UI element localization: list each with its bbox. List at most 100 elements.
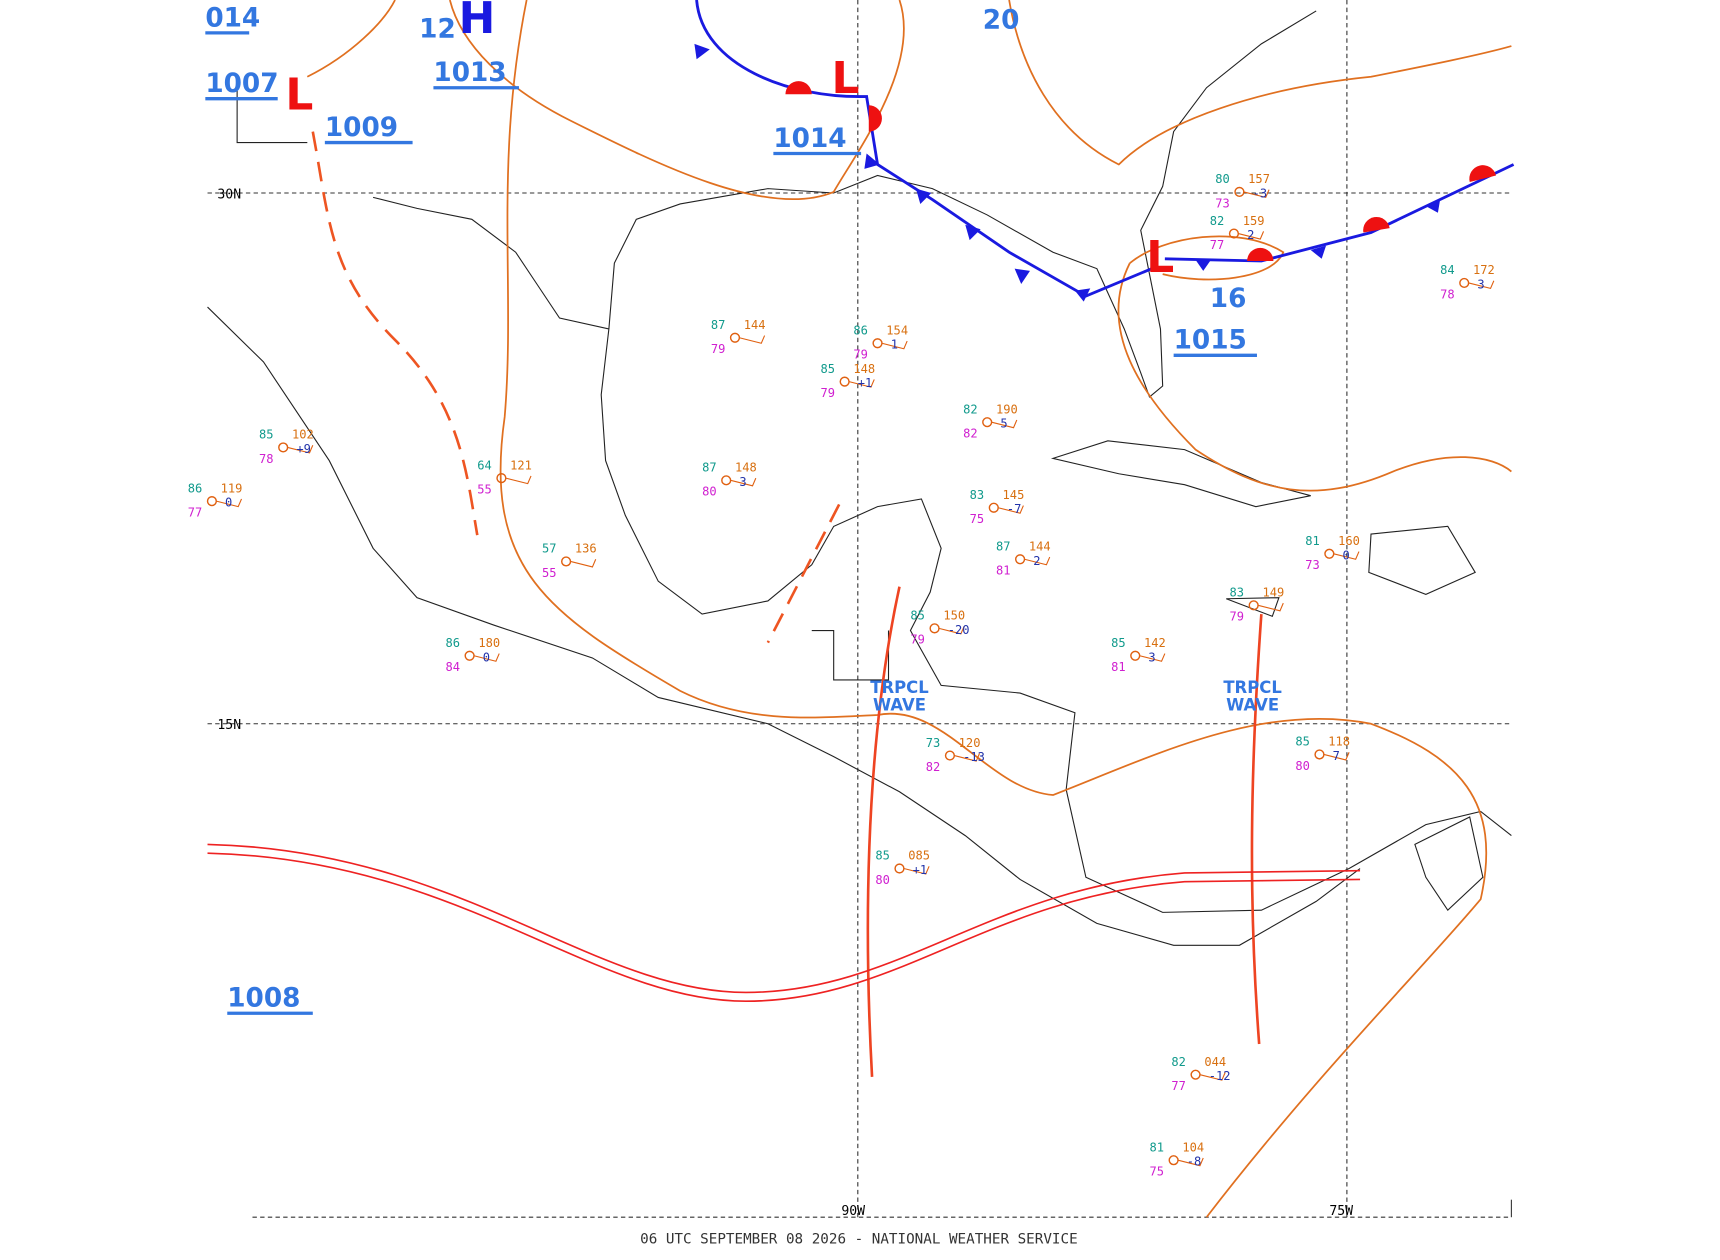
wind-barb (1257, 602, 1284, 612)
station-temp: 85 (1295, 735, 1310, 749)
trough (766, 503, 841, 644)
station-temp: 82 (1210, 214, 1225, 228)
station-temp: 80 (1215, 172, 1230, 186)
wind-barb (287, 445, 314, 454)
station-temp: 57 (542, 542, 557, 556)
station-dewpoint: 75 (1150, 1165, 1165, 1179)
wind-barb (1333, 551, 1360, 560)
pressure-label: 12 (419, 14, 456, 44)
station-temp: 85 (1111, 636, 1126, 650)
station-dewpoint: 80 (1295, 759, 1310, 773)
station: 82 159 77 2 (1210, 214, 1265, 252)
station-pressure: 157 (1248, 172, 1270, 186)
wind-barb (570, 559, 597, 568)
station-tendency: 7 (1333, 749, 1340, 763)
isobar (1129, 235, 1285, 281)
station-pressure: 159 (1243, 214, 1265, 228)
station-temp: 85 (910, 609, 925, 623)
station: 85 118 80 7 (1295, 735, 1350, 773)
pressure-label: 16 (1210, 284, 1247, 314)
station-pressure: 044 (1204, 1055, 1226, 1069)
lon-label: 90W (841, 1204, 865, 1219)
front-pips (694, 43, 1441, 302)
station: 86 119 77 0 (188, 481, 243, 519)
station-pressure: 172 (1473, 263, 1495, 277)
station-dewpoint: 78 (259, 452, 274, 466)
isobar (306, 0, 396, 78)
station-pressure: 102 (292, 428, 314, 442)
station-temp: 86 (188, 481, 203, 495)
station-pressure: 154 (886, 323, 908, 337)
station: 73 120 82 -13 (926, 736, 985, 774)
station: 85 150 79 -20 (910, 609, 969, 647)
station-dewpoint: 79 (821, 386, 836, 400)
coastline (1050, 440, 1311, 508)
station-dewpoint: 77 (188, 506, 203, 520)
station-temp: 81 (1150, 1140, 1165, 1154)
station-tendency: -3 (1253, 186, 1268, 200)
station-tendency: 3 (1148, 650, 1155, 664)
station-dewpoint: 81 (996, 564, 1011, 578)
station-pressure: 121 (510, 458, 532, 472)
low-center: L (285, 70, 313, 121)
station: 86 154 79 1 (853, 323, 908, 361)
coastline (1414, 816, 1484, 912)
pressure-label: 1015 (1174, 326, 1247, 356)
station-pressure: 148 (735, 461, 757, 475)
station: 87 144 79 (711, 318, 766, 356)
station-temp: 87 (996, 539, 1011, 553)
station-tendency: 0 (1343, 548, 1350, 562)
station-dewpoint: 77 (1210, 238, 1225, 252)
low-center: L (831, 53, 859, 104)
coastline (1368, 525, 1476, 595)
station-temp: 64 (477, 458, 492, 472)
wind-barb (1139, 653, 1166, 662)
coastline (372, 196, 1512, 913)
station-tendency: -20 (948, 623, 970, 637)
station-temp: 85 (259, 428, 274, 442)
wave-label: TRPCL (870, 678, 929, 697)
station-dewpoint: 82 (926, 760, 941, 774)
wind-barb (473, 653, 500, 662)
pressure-label: 1008 (227, 984, 300, 1014)
station-pressure: 180 (478, 636, 500, 650)
station-dewpoint: 84 (445, 660, 460, 674)
wind-barb (998, 505, 1024, 514)
station-pressure: 104 (1182, 1140, 1204, 1154)
station-dewpoint: 78 (1440, 287, 1455, 301)
wind-barb (848, 379, 875, 388)
station: 84 172 78 3 (1440, 263, 1495, 301)
stationary-front (1164, 163, 1515, 263)
station-dewpoint: 79 (711, 342, 726, 356)
station-tendency: -12 (1209, 1069, 1231, 1083)
footer: 06 UTC SEPTEMBER 08 2026 - NATIONAL WEAT… (640, 1232, 1078, 1248)
wave-label: TRPCL (1223, 678, 1282, 697)
station: 81 104 75 -8 (1150, 1140, 1205, 1178)
wind-barb (938, 625, 965, 635)
station-temp: 73 (926, 736, 941, 750)
itcz (207, 852, 1361, 1003)
wind-barb (1199, 1072, 1226, 1081)
wind-barb (739, 335, 766, 344)
pressure-label: 014 (205, 3, 260, 33)
station-pressure: 190 (996, 402, 1018, 416)
pressure-label: 1013 (433, 58, 506, 88)
lon-label: 75W (1329, 1204, 1353, 1219)
wind-barb (881, 340, 908, 350)
isobar (449, 0, 905, 201)
wind-barb (954, 753, 981, 762)
low-center: L (1146, 232, 1174, 283)
pressure-label: 1014 (773, 124, 846, 154)
station-pressure: 120 (959, 736, 981, 750)
coastline (207, 306, 1361, 946)
tropical-wave (1250, 614, 1263, 1045)
station: 87 144 81 2 (996, 539, 1051, 577)
wave-label: WAVE (873, 696, 926, 715)
wind-barb (505, 475, 532, 485)
station: 85 148 79 +1 (821, 362, 876, 400)
wind-barb (991, 419, 1018, 429)
station-pressure: 085 (908, 849, 930, 863)
wind-barb (1177, 1157, 1204, 1167)
station-pressure: 142 (1144, 636, 1166, 650)
station-temp: 85 (821, 362, 836, 376)
